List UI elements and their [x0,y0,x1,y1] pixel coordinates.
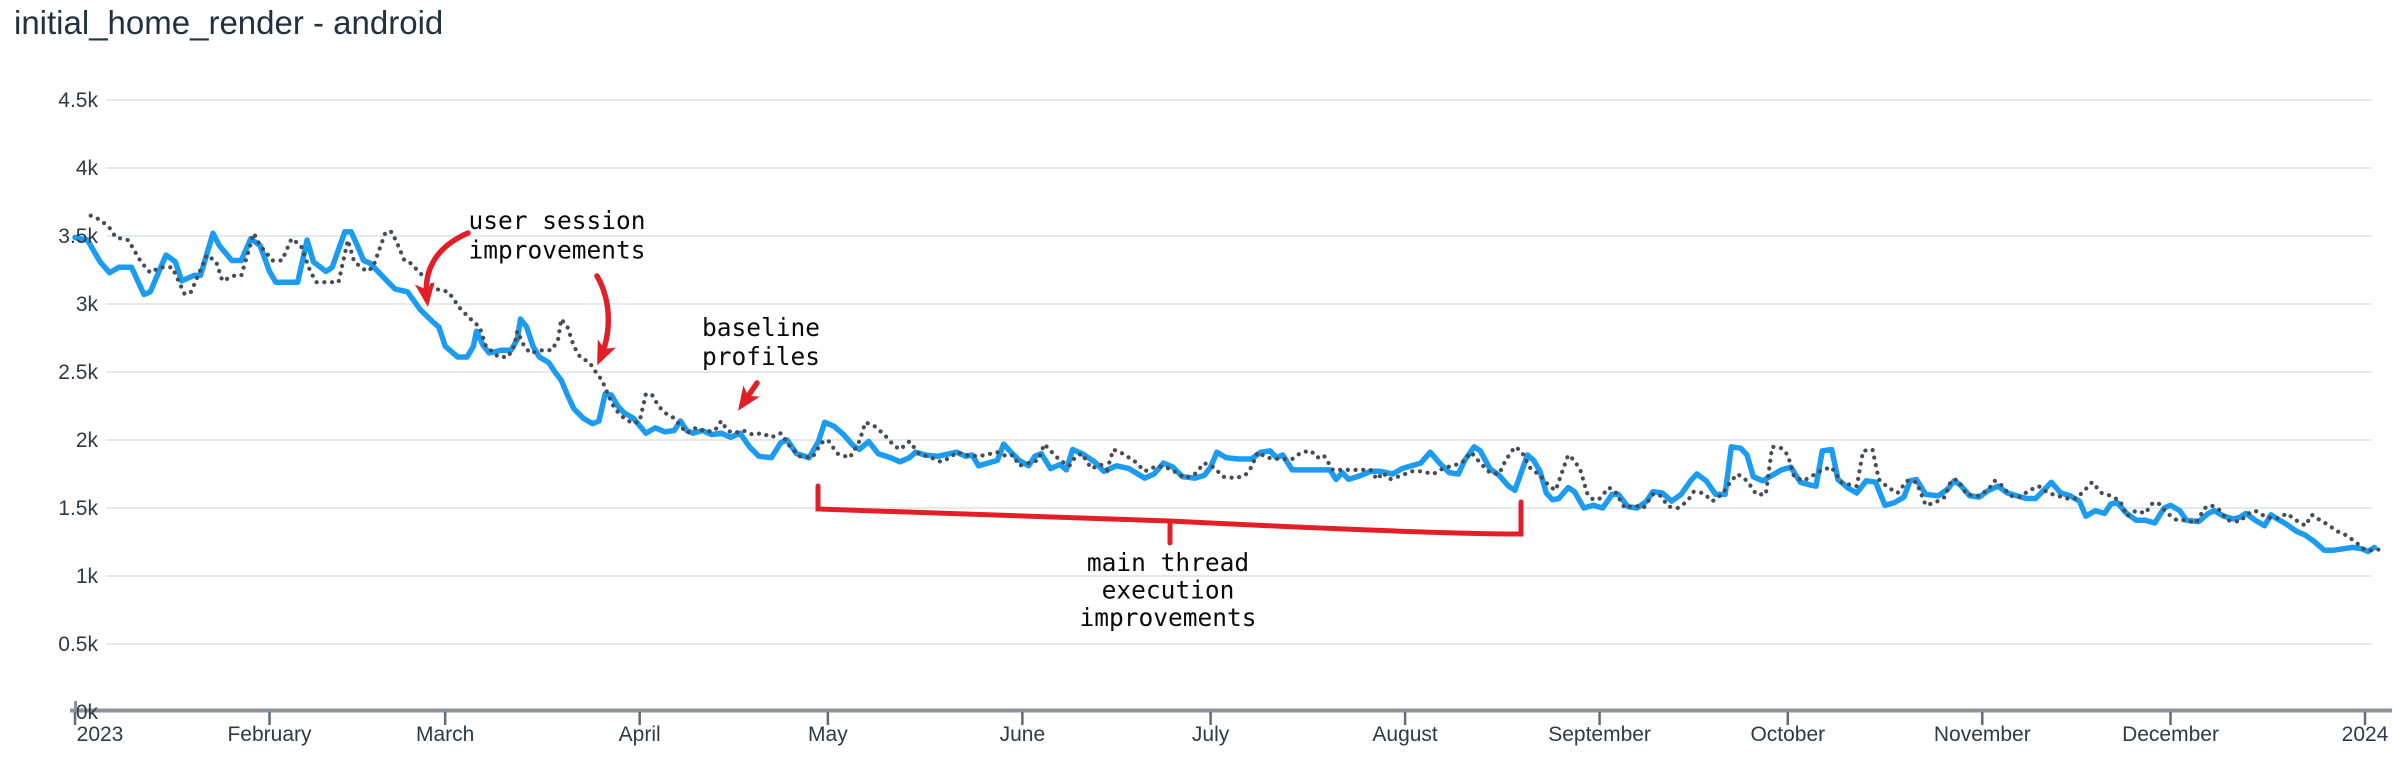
x-tick-label: October [1750,723,1825,746]
y-tick-label: 3k [76,293,99,316]
y-tick-label: 0.5k [58,633,98,656]
x-tick-label: November [1934,723,2031,746]
x-tick-label: August [1372,723,1438,746]
annotation-line: main thread [1087,548,1249,577]
x-axis: 2023 February March April May June July August S… [70,701,2392,746]
arrow-baseline-profiles [738,380,760,411]
y-tick-label: 1k [76,565,99,588]
series-dotted-gray-line [88,213,2386,553]
x-tick-label: June [1000,723,1046,746]
x-tick-label: July [1192,723,1230,746]
y-axis: 0k 0.5k 1k 1.5k 2k 2.5k 3k 3.5k 4k 4.5k [58,89,98,724]
x-tick-label: December [2122,723,2219,746]
annotation-line: improvements [468,236,645,265]
x-tick-label: 2024 [2342,723,2389,746]
x-tick-label: March [416,723,474,746]
y-tick-label: 0k [76,701,99,724]
chart-title: initial_home_render - android [14,4,444,41]
arrow-user-session-1 [414,230,471,307]
x-tick-label: September [1548,723,1651,746]
x-tick-label: February [227,723,312,746]
annotation-line: execution [1102,576,1235,605]
annotation-line: improvements [1079,603,1256,632]
annotation-line: user session [468,206,645,235]
annotation-line: profiles [702,342,820,371]
grid-layer [106,99,2372,645]
y-tick-label: 4.5k [58,89,98,112]
annotation-line: baseline [702,313,820,342]
y-tick-label: 2k [76,429,99,452]
y-tick-label: 4k [76,157,99,180]
y-tick-label: 2.5k [58,361,98,384]
x-tick-label: May [808,723,848,746]
series-solid-blue-line [72,229,2378,555]
x-tick-label: 2023 [77,723,124,746]
y-tick-label: 3.5k [58,225,98,248]
x-tick-label: April [619,723,661,746]
red-annotation-marks [414,230,1524,546]
y-tick-label: 1.5k [58,497,98,520]
arrow-user-session-2 [594,273,617,366]
